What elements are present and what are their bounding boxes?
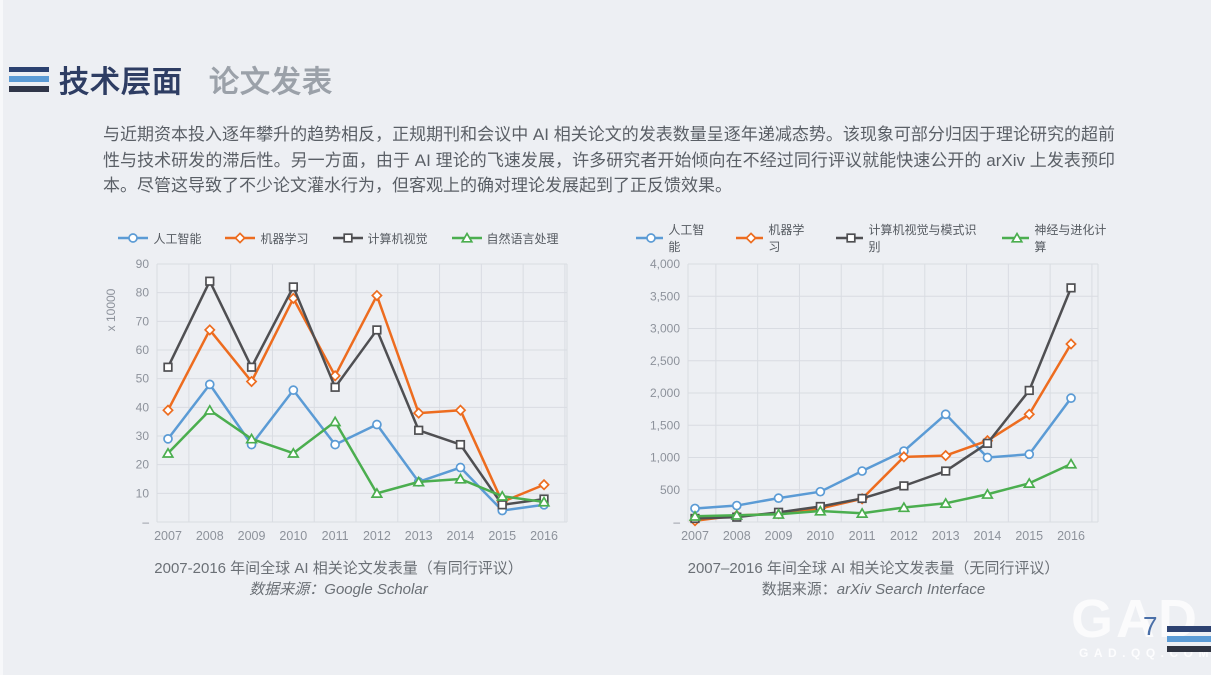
legend-item[interactable]: 计算机视觉与模式识别 [836, 221, 978, 255]
legend-label: 机器学习 [260, 231, 309, 246]
left-chart-legend: 人工智能 机器学习 计算机视觉 自然语言处理 [101, 230, 576, 246]
legend-item[interactable]: 计算机视觉 [332, 230, 428, 247]
svg-text:–: – [142, 515, 149, 529]
triangle-marker-icon [451, 232, 482, 243]
right-chart-caption: 2007–2016 年间全球 AI 相关论文发表量（无同行评议） 数据来源：ar… [636, 558, 1111, 600]
chart-grid [687, 263, 1099, 523]
svg-text:2014: 2014 [447, 529, 475, 543]
svg-text:4,000: 4,000 [650, 257, 680, 271]
svg-text:60: 60 [136, 343, 150, 357]
left-chart-caption: 2007-2016 年间全球 AI 相关论文发表量（有同行评议） 数据来源：Go… [101, 558, 576, 600]
right-chart-title: 2007–2016 年间全球 AI 相关论文发表量（无同行评议） [687, 560, 1060, 577]
svg-text:2012: 2012 [890, 529, 918, 543]
legend-label: 人工智能 [668, 223, 705, 254]
svg-text:3,500: 3,500 [650, 289, 680, 303]
svg-text:2016: 2016 [530, 529, 558, 543]
svg-text:2013: 2013 [932, 529, 960, 543]
legend-item[interactable]: 机器学习 [225, 230, 309, 247]
legend-label: 神经与进化计算 [1034, 223, 1107, 254]
left-chart: 人工智能 机器学习 计算机视觉 自然语言处理 – 10 20 30 40 50 60 70 80 90 x… [101, 230, 576, 600]
legend-item[interactable]: 机器学习 [736, 221, 812, 255]
svg-text:x 10000: x 10000 [104, 288, 118, 331]
svg-text:2,000: 2,000 [650, 386, 680, 400]
legend-item[interactable]: 神经与进化计算 [1002, 221, 1111, 255]
svg-text:2009: 2009 [765, 529, 793, 543]
svg-text:1,500: 1,500 [650, 418, 680, 432]
triangle-marker-icon [1002, 232, 1030, 243]
svg-text:30: 30 [136, 429, 150, 443]
svg-text:2015: 2015 [488, 529, 516, 543]
left-chart-title: 2007-2016 年间全球 AI 相关论文发表量（有同行评议） [154, 560, 523, 577]
svg-text:50: 50 [136, 372, 150, 386]
legend-label: 计算机视觉 [367, 231, 428, 246]
svg-text:2010: 2010 [279, 529, 307, 543]
square-marker-icon [836, 233, 864, 243]
legend-item[interactable]: 自然语言处理 [451, 230, 559, 247]
square-marker-icon [332, 233, 363, 243]
intro-paragraph: 与近期资本投入逐年攀升的趋势相反，正规期刊和会议中 AI 相关论文的发表数量呈逐… [103, 125, 1115, 195]
left-chart-svg: – 10 20 30 40 50 60 70 80 90 x 10000 2007 2008 2009 20… [104, 257, 568, 543]
chart-grid [156, 263, 568, 523]
header-bars-icon [9, 67, 49, 96]
svg-text:2011: 2011 [322, 529, 349, 543]
header-title: 技术层面 论文发表 [59, 57, 333, 101]
page-subtitle: 论文发表 [209, 66, 333, 99]
circle-marker-icon [636, 233, 664, 243]
svg-text:2008: 2008 [723, 529, 751, 543]
diamond-marker-icon [736, 232, 764, 244]
footer-bars-decoration [1167, 626, 1211, 656]
page-title: 技术层面 [59, 66, 183, 99]
left-chart-source: 数据来源：Google Scholar [249, 581, 428, 598]
svg-text:70: 70 [136, 314, 150, 328]
svg-text:2011: 2011 [849, 529, 876, 543]
legend-item[interactable]: 人工智能 [118, 230, 201, 247]
legend-label: 自然语言处理 [486, 231, 559, 246]
svg-text:2008: 2008 [196, 529, 224, 543]
svg-text:90: 90 [136, 257, 150, 271]
right-chart: 人工智能 机器学习 计算机视觉与模式识别 神经与进化计算 – 500 1,000 1,500… [636, 223, 1111, 600]
right-chart-source: 数据来源：arXiv Search Interface [761, 581, 986, 598]
svg-text:2,500: 2,500 [650, 354, 680, 368]
svg-text:10: 10 [136, 486, 150, 500]
right-chart-legend: 人工智能 机器学习 计算机视觉与模式识别 神经与进化计算 [636, 223, 1111, 254]
svg-text:20: 20 [136, 458, 150, 472]
legend-label: 计算机视觉与模式识别 [868, 223, 977, 254]
page-number: 7 [1143, 611, 1158, 641]
svg-text:2007: 2007 [154, 529, 182, 543]
svg-text:80: 80 [136, 286, 150, 300]
svg-text:1,000: 1,000 [650, 451, 680, 465]
legend-label: 人工智能 [153, 231, 202, 246]
svg-text:2016: 2016 [1057, 529, 1085, 543]
svg-text:2015: 2015 [1015, 529, 1043, 543]
svg-text:2013: 2013 [405, 529, 433, 543]
svg-text:500: 500 [660, 483, 680, 497]
svg-text:–: – [673, 515, 680, 529]
svg-text:2010: 2010 [806, 529, 834, 543]
circle-marker-icon [118, 233, 149, 243]
legend-label: 机器学习 [768, 223, 805, 254]
svg-text:2012: 2012 [363, 529, 391, 543]
svg-text:2007: 2007 [681, 529, 709, 543]
series-神经与进化计算 [688, 457, 1078, 521]
svg-text:2009: 2009 [238, 529, 266, 543]
svg-text:2014: 2014 [974, 529, 1002, 543]
legend-item[interactable]: 人工智能 [636, 221, 712, 255]
right-chart-svg: – 500 1,000 1,500 2,000 2,500 3,000 3,500 4,000 2… [650, 257, 1099, 543]
diamond-marker-icon [225, 232, 256, 244]
svg-text:3,000: 3,000 [650, 322, 680, 336]
svg-text:40: 40 [136, 400, 150, 414]
series-自然语言处理 [161, 404, 551, 507]
